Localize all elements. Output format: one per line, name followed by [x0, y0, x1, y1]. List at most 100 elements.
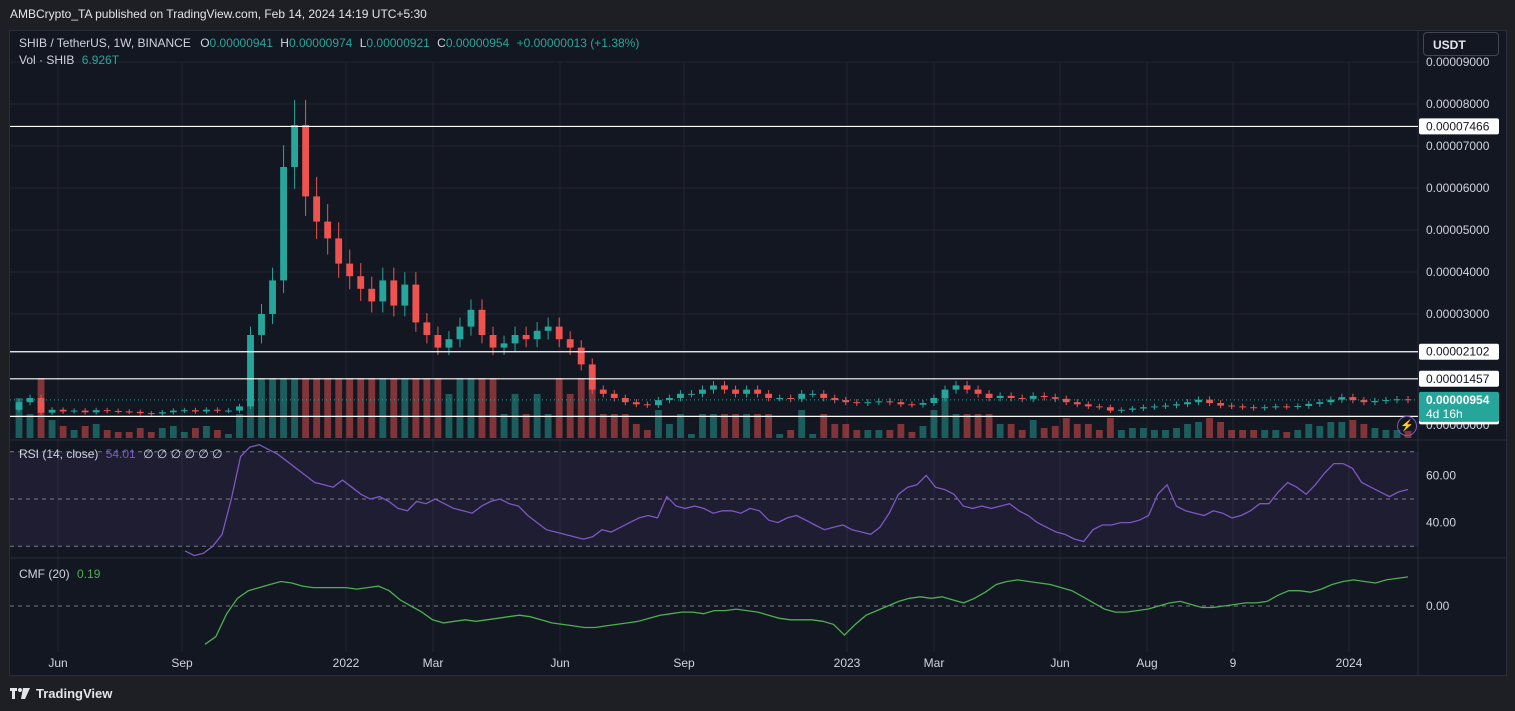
volume-bar	[1151, 430, 1158, 438]
candle-body	[1162, 405, 1169, 407]
price-tick-label: 0.00008000	[1426, 97, 1490, 111]
volume-bar	[214, 430, 221, 438]
candle-body	[930, 398, 938, 404]
level-label: 0.00002102	[1426, 345, 1490, 359]
volume-bar	[754, 414, 762, 438]
candle-body	[599, 389, 607, 394]
candle-body	[1393, 399, 1401, 401]
volume-bar	[1040, 428, 1048, 438]
volume-bar	[798, 410, 806, 438]
volume-bar	[1073, 424, 1081, 438]
time-tick-label: 2023	[834, 656, 861, 670]
volume-label[interactable]: Vol · SHIB	[19, 53, 75, 67]
cmf-label[interactable]: CMF (20)	[19, 567, 70, 581]
volume-bar	[1272, 430, 1280, 438]
volume-bar	[985, 414, 993, 438]
candle-body	[1018, 398, 1026, 399]
candle-body	[1073, 402, 1081, 405]
candle-body	[732, 389, 739, 394]
candle-body	[511, 335, 519, 344]
volume-bar	[1261, 430, 1269, 438]
symbol-label[interactable]: SHIB / TetherUS, 1W, BINANCE	[19, 36, 191, 50]
volume-bar	[1140, 428, 1147, 438]
volume-bar	[103, 430, 111, 438]
candle-body	[577, 347, 585, 365]
candle-body	[258, 314, 265, 335]
level-label-box	[1419, 370, 1499, 387]
volume-bar	[48, 420, 56, 438]
candle-body	[1404, 399, 1412, 401]
volume-bar	[390, 378, 398, 438]
candle-body	[1106, 407, 1114, 411]
volume-bar	[875, 430, 883, 438]
chart-frame[interactable]	[9, 30, 1507, 676]
volume-bar	[191, 428, 199, 438]
candle-body	[324, 221, 332, 239]
volume-bar	[930, 410, 938, 438]
open-label: O	[200, 36, 210, 50]
volume-bar	[335, 378, 343, 438]
candle-body	[1294, 405, 1302, 407]
cmf-legend: CMF (20) 0.19	[19, 567, 100, 581]
volume-bar	[258, 378, 265, 438]
volume-bar	[125, 432, 133, 438]
candle-body	[875, 401, 883, 403]
volume-bar	[1349, 420, 1357, 438]
volume-bar	[147, 432, 155, 438]
candle-body	[1140, 407, 1147, 409]
volume-bar	[1195, 422, 1202, 438]
candle-body	[81, 410, 89, 413]
time-tick-label: Jun	[550, 656, 569, 670]
rsi-tick-label: 40.00	[1426, 516, 1456, 530]
candle-body	[710, 385, 717, 390]
close-label: C	[437, 36, 446, 50]
tradingview-brand[interactable]: TradingView	[10, 686, 112, 701]
candle-body	[412, 284, 420, 323]
candle-body	[48, 409, 56, 413]
volume-bar	[357, 378, 365, 438]
volume-bar	[820, 414, 828, 438]
time-tick-label: Aug	[1136, 656, 1157, 670]
close-value: 0.00000954	[445, 36, 510, 50]
candle-body	[467, 309, 475, 327]
candle-body	[1195, 399, 1202, 403]
candle-body	[1029, 395, 1037, 399]
candle-body	[423, 322, 431, 335]
candle-body	[500, 343, 508, 348]
lightning-icon[interactable]: ⚡	[1397, 416, 1417, 436]
candle-body	[798, 393, 806, 399]
volume-bar	[81, 426, 89, 438]
candle-body	[809, 393, 817, 395]
candle-body	[632, 402, 640, 405]
candle-body	[853, 402, 861, 404]
volume-bar	[467, 378, 475, 438]
volume-bar	[996, 424, 1004, 438]
candle-body	[665, 398, 673, 401]
volume-bar	[765, 414, 773, 438]
candle-body	[390, 280, 398, 306]
currency-button[interactable]: USDT	[1423, 32, 1499, 56]
volume-bar	[412, 378, 420, 438]
volume-bar	[401, 378, 409, 438]
candle-body	[136, 411, 144, 414]
volume-bar	[643, 430, 651, 438]
volume-bar	[1294, 430, 1302, 438]
volume-bar	[886, 430, 894, 438]
candle-body	[985, 393, 993, 398]
rsi-label[interactable]: RSI (14, close)	[19, 447, 99, 461]
time-tick-label: Jun	[48, 656, 67, 670]
volume-bar	[158, 428, 166, 438]
volume-bar	[1371, 428, 1379, 438]
candle-body	[721, 385, 728, 390]
candle-body	[302, 125, 310, 197]
volume-bar	[577, 378, 585, 438]
candle-body	[1040, 395, 1048, 398]
volume-bar	[1128, 428, 1136, 438]
candle-body	[70, 410, 78, 412]
candle-body	[1338, 397, 1346, 400]
high-value: 0.00000974	[288, 36, 353, 50]
volume-bar	[787, 430, 795, 438]
volume-bar	[1206, 418, 1213, 438]
candle-body	[566, 339, 574, 348]
